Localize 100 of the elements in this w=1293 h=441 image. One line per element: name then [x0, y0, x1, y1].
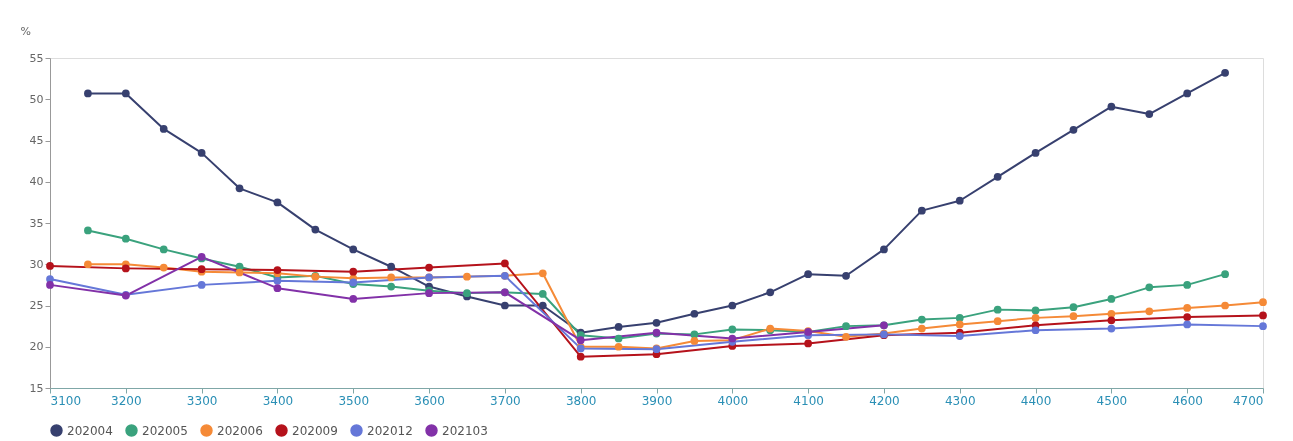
- legend-label: 202006: [217, 423, 263, 438]
- point: [425, 263, 433, 272]
- point: [1221, 68, 1229, 77]
- point: [538, 269, 547, 278]
- point: [917, 315, 926, 324]
- point: [463, 272, 471, 281]
- point: [955, 196, 964, 205]
- point: [1145, 110, 1154, 118]
- point: [1031, 326, 1040, 335]
- point: [197, 281, 206, 289]
- point: [842, 332, 850, 341]
- point: [46, 262, 54, 270]
- point: [121, 234, 130, 243]
- x-tick-label: 3400: [262, 393, 294, 408]
- x-tick-label: 4700: [1232, 393, 1264, 408]
- y-tick-label: 40: [29, 175, 44, 189]
- legend-label: 202009: [292, 423, 338, 438]
- y-tick-label: 25: [29, 299, 44, 312]
- x-tick-label: 4000: [717, 393, 749, 408]
- point: [690, 309, 699, 318]
- point: [1107, 295, 1116, 303]
- y-axis-title: %: [20, 24, 31, 38]
- point: [1107, 309, 1116, 318]
- x-tick-label: 3900: [641, 393, 673, 408]
- point: [1183, 304, 1192, 312]
- y-tick-label: 35: [29, 216, 44, 230]
- x-tick-label: 4600: [1172, 393, 1203, 408]
- x-tick-label: 3300: [186, 393, 218, 408]
- point: [993, 172, 1002, 181]
- x-tick-label: 3500: [338, 393, 370, 408]
- point: [842, 322, 850, 330]
- point: [1031, 314, 1040, 322]
- x-tick-label: 4500: [1096, 393, 1128, 408]
- point: [1259, 298, 1267, 307]
- point: [576, 352, 585, 361]
- point: [84, 260, 92, 269]
- legend-label: 202103: [442, 423, 488, 438]
- point: [1183, 281, 1192, 289]
- y-tick-label: 30: [29, 257, 44, 271]
- point: [917, 206, 926, 215]
- point: [235, 184, 244, 193]
- x-tick-label: 4200: [869, 393, 900, 408]
- point: [1221, 301, 1229, 310]
- x-tick-label: 3100: [50, 393, 82, 408]
- point: [955, 320, 964, 329]
- point: [46, 281, 54, 289]
- y-tick-label: 20: [29, 340, 44, 354]
- x-tick-label: 4400: [1020, 393, 1052, 408]
- point: [1069, 303, 1078, 312]
- point: [197, 149, 206, 157]
- point: [84, 226, 92, 235]
- point: [273, 198, 282, 207]
- x-tick-label: 3200: [111, 393, 142, 408]
- point: [614, 334, 623, 343]
- point: [690, 337, 699, 345]
- point: [1107, 324, 1116, 333]
- y-tick-label: 45: [29, 134, 44, 147]
- point: [235, 268, 244, 277]
- point: [1069, 312, 1078, 321]
- point: [728, 301, 737, 310]
- legend-label: 202004: [67, 423, 113, 438]
- point: [159, 245, 168, 254]
- point: [387, 282, 396, 291]
- point: [1183, 313, 1192, 321]
- point: [463, 289, 471, 297]
- point: [804, 339, 812, 348]
- point: [614, 323, 623, 331]
- point: [955, 332, 964, 340]
- point: [993, 305, 1002, 314]
- point: [387, 273, 396, 282]
- point: [576, 336, 585, 345]
- x-tick-label: 3600: [414, 393, 445, 408]
- point: [1107, 102, 1116, 111]
- y-tick-label: 55: [29, 51, 44, 65]
- point: [1145, 283, 1154, 292]
- point: [538, 301, 547, 310]
- point: [1259, 322, 1267, 330]
- legend-label: 202005: [142, 423, 188, 438]
- point: [538, 290, 547, 298]
- point: [159, 263, 168, 272]
- point: [993, 317, 1002, 326]
- x-tick-label: 4300: [944, 393, 976, 408]
- point: [159, 125, 168, 133]
- point: [1031, 306, 1040, 315]
- point: [349, 295, 358, 303]
- point: [955, 314, 964, 322]
- x-tick-label: 3700: [490, 393, 521, 408]
- point: [1183, 320, 1192, 329]
- point: [1259, 311, 1267, 320]
- point: [1107, 316, 1116, 325]
- point: [121, 89, 130, 98]
- point: [1145, 307, 1154, 316]
- point: [880, 245, 888, 254]
- point: [273, 284, 282, 293]
- point: [121, 264, 130, 273]
- x-tick-label: 3800: [565, 393, 597, 408]
- legend-label: 202012: [367, 423, 413, 438]
- point: [1221, 270, 1229, 279]
- point: [349, 267, 358, 276]
- point: [614, 342, 623, 351]
